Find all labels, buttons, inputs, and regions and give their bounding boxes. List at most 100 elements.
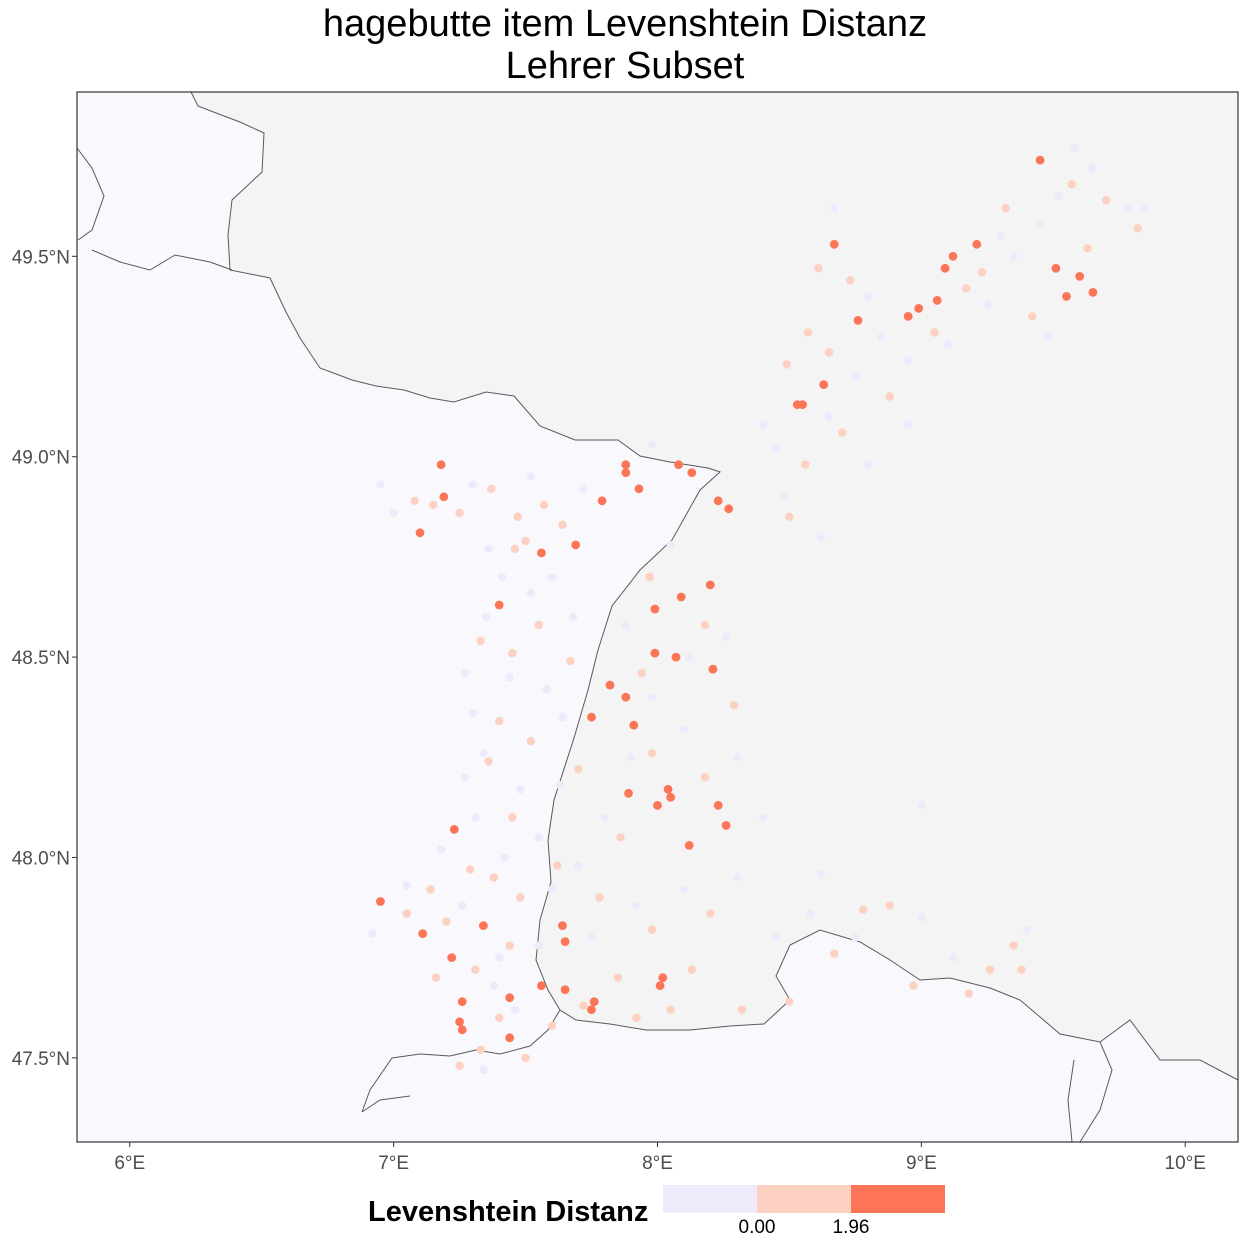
- map-point-high: [708, 664, 718, 674]
- map-point-high: [587, 1005, 596, 1015]
- map-point-high: [972, 239, 982, 249]
- map-point-mid: [1133, 224, 1142, 233]
- map-point-mid: [962, 284, 971, 293]
- map-point-low: [824, 412, 834, 421]
- map-point-high: [455, 1017, 464, 1027]
- map-point-low: [547, 885, 557, 894]
- map-point-low: [780, 492, 789, 501]
- map-point-low: [864, 460, 873, 469]
- map-point-high: [597, 496, 607, 506]
- map-point-low: [471, 813, 480, 822]
- map-point-mid: [508, 648, 517, 658]
- map-point-mid: [508, 813, 517, 822]
- map-point-low: [402, 881, 411, 890]
- map-point-low: [685, 652, 694, 662]
- map-point-high: [571, 540, 581, 550]
- map-point-mid: [539, 500, 549, 509]
- map-point-low: [497, 572, 506, 582]
- map-point-mid: [706, 909, 715, 918]
- points-layer: [368, 143, 1150, 1075]
- x-tick-label: 10°E: [1165, 1153, 1206, 1174]
- border-luxembourg: [77, 147, 233, 271]
- map-point-mid: [930, 328, 939, 337]
- map-point-mid: [729, 701, 739, 710]
- map-point-low: [534, 833, 543, 842]
- map-point-high: [676, 592, 686, 602]
- map-point-mid: [526, 737, 535, 746]
- legend-title: Levenshtein Distanz: [368, 1196, 649, 1228]
- map-point-high: [560, 937, 570, 946]
- y-tick-label: 49.0°N: [12, 448, 70, 469]
- map-point-high: [687, 468, 697, 478]
- x-tick-label: 9°E: [906, 1153, 937, 1174]
- map-point-low: [587, 933, 596, 942]
- map-point-mid: [495, 1013, 504, 1022]
- map-point-low: [500, 853, 509, 862]
- map-point-low: [460, 773, 470, 782]
- y-tick-label: 48.0°N: [12, 848, 70, 869]
- map-point-mid: [553, 861, 562, 870]
- map-point-high: [829, 239, 839, 249]
- map-point-high: [671, 652, 681, 662]
- map-point-high: [494, 600, 504, 610]
- map-point-mid: [476, 636, 485, 646]
- map-point-low: [816, 869, 826, 878]
- map-point-low: [648, 693, 657, 702]
- map-point-high: [537, 981, 546, 991]
- map-point-high: [436, 460, 446, 470]
- map-point-high: [457, 997, 467, 1007]
- map-point-mid: [510, 544, 520, 554]
- legend-label-0: 0.00: [738, 1217, 776, 1238]
- chart-subtitle: Lehrer Subset: [505, 45, 745, 87]
- map-point-mid: [859, 905, 868, 914]
- map-point-high: [713, 496, 723, 506]
- map-point-low: [943, 340, 952, 349]
- map-point-mid: [909, 981, 918, 990]
- map-point-low: [600, 813, 609, 822]
- x-axis: 6°E 7°E 8°E 9°E 10°E: [114, 1142, 1206, 1174]
- map-point-mid: [700, 773, 710, 782]
- map-point-high: [589, 997, 599, 1007]
- map-point-high: [621, 460, 631, 470]
- map-point-mid: [700, 620, 710, 630]
- map-point-high: [415, 528, 425, 538]
- map-point-low: [542, 684, 551, 694]
- map-point-low: [1009, 252, 1018, 261]
- map-point-mid: [785, 512, 794, 521]
- legend-swatch-low: [663, 1185, 757, 1213]
- map-point-low: [376, 480, 385, 489]
- map-point-mid: [830, 949, 839, 958]
- map-point-mid: [595, 893, 604, 902]
- map-point-high: [376, 897, 385, 906]
- map-point-low: [851, 933, 860, 942]
- map-point-low: [574, 861, 583, 870]
- map-point-low: [721, 632, 731, 642]
- map-point-mid: [824, 348, 834, 357]
- map-point-low: [816, 532, 826, 541]
- map-point-mid: [442, 917, 451, 926]
- map-point-low: [495, 953, 504, 962]
- map-point-high: [621, 692, 631, 702]
- map-point-low: [758, 420, 768, 429]
- map-point-low: [1054, 192, 1063, 201]
- legend-swatch-high: [851, 1185, 945, 1213]
- map-point-low: [621, 620, 630, 630]
- map-point-high: [1035, 155, 1045, 165]
- map-point-low: [1035, 220, 1045, 229]
- map-point-mid: [489, 873, 499, 882]
- map-point-mid: [402, 909, 411, 918]
- map-point-mid: [648, 749, 657, 758]
- map-point-low: [917, 913, 926, 922]
- map-point-mid: [534, 620, 543, 630]
- map-point-low: [626, 753, 636, 762]
- map-point-high: [558, 921, 567, 930]
- map-point-low: [558, 713, 567, 722]
- map-point-high: [663, 784, 673, 794]
- map-point-mid: [484, 757, 493, 766]
- map-point-mid: [521, 1053, 530, 1063]
- map-point-high: [457, 1025, 467, 1035]
- map-point-high: [705, 580, 715, 590]
- map-point-low: [1043, 332, 1053, 341]
- map-point-mid: [801, 460, 810, 469]
- map-point-low: [458, 901, 467, 910]
